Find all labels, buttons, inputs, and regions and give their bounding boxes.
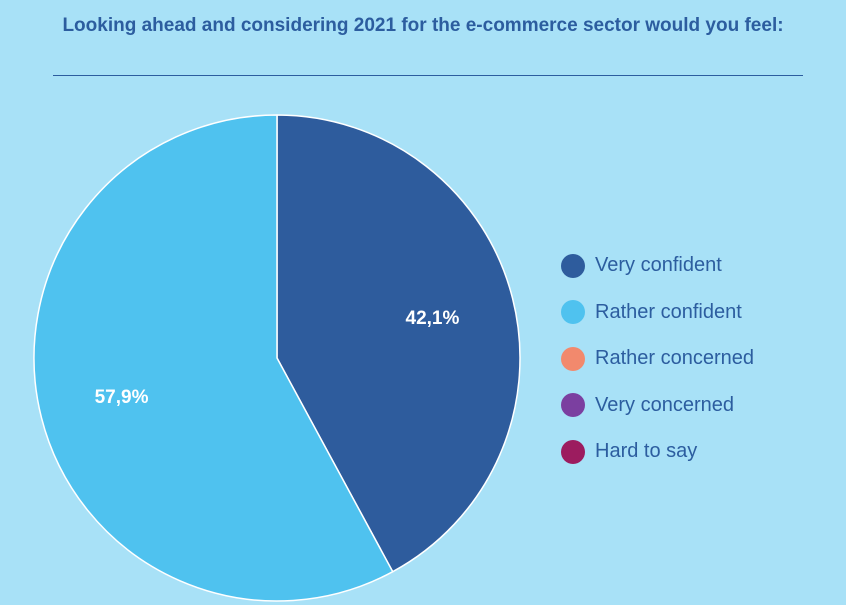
legend-label-very-confident: Very confident [595, 254, 722, 276]
legend-swatch-rather-confident [561, 300, 585, 324]
legend-swatch-very-confident [561, 253, 585, 278]
legend-label-rather-confident: Rather confident [595, 300, 742, 323]
legend-swatch-hard-to-say [561, 439, 585, 464]
title-divider [53, 75, 803, 76]
slice-label-rather-confident: 57,9% [95, 387, 149, 408]
legend-item-hard-to-say: Hard to say [561, 439, 754, 464]
chart-title: Looking ahead and considering 2021 for t… [62, 15, 784, 36]
chart-legend: Very confident Rather confident Rather con… [561, 253, 754, 487]
slice-label-very-confident: 42,1% [406, 308, 460, 329]
legend-item-rather-concerned: Rather concerned [561, 346, 754, 371]
pie-slice-rather-confident [33, 114, 394, 602]
legend-label-rather-concerned: Rather concerned [595, 347, 754, 369]
legend-item-rather-confident: Rather confident [561, 300, 754, 324]
legend-item-very-confident: Very confident [561, 253, 754, 278]
legend-swatch-very-concerned [561, 393, 585, 417]
legend-swatch-rather-concerned [561, 346, 585, 371]
legend-item-very-concerned: Very concerned [561, 393, 754, 417]
pie-slice-very-confident [276, 114, 521, 573]
legend-label-hard-to-say: Hard to say [595, 440, 698, 462]
legend-label-very-concerned: Very concerned [595, 393, 734, 416]
